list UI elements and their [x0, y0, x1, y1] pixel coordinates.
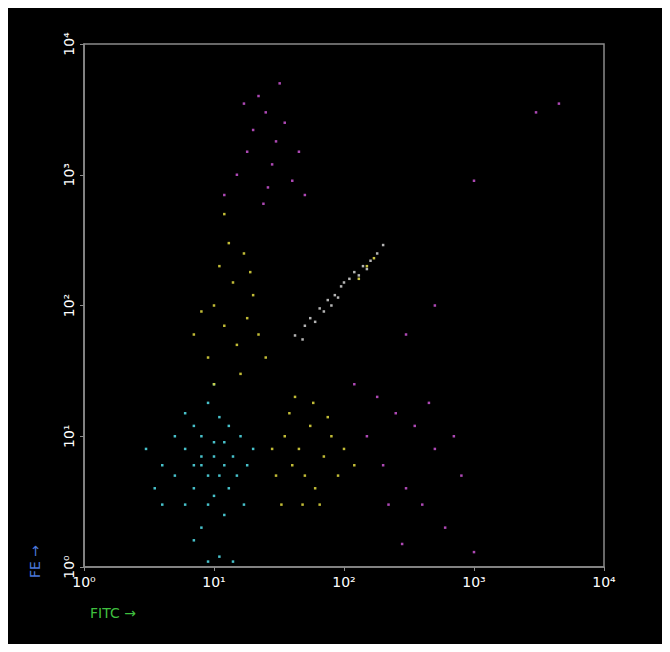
svg-text:10³: 10³ [61, 163, 77, 186]
svg-text:10⁴: 10⁴ [592, 574, 616, 590]
svg-text:10⁴: 10⁴ [61, 32, 77, 56]
svg-text:10¹: 10¹ [61, 425, 77, 448]
svg-text:10²: 10² [332, 574, 355, 590]
svg-text:FITC →: FITC → [90, 605, 136, 621]
svg-text:10³: 10³ [462, 574, 485, 590]
svg-text:10⁰: 10⁰ [61, 555, 77, 579]
svg-text:FE →: FE → [27, 545, 43, 578]
svg-text:10⁰: 10⁰ [72, 574, 96, 590]
svg-text:10²: 10² [61, 294, 77, 317]
svg-text:10¹: 10¹ [202, 574, 225, 590]
